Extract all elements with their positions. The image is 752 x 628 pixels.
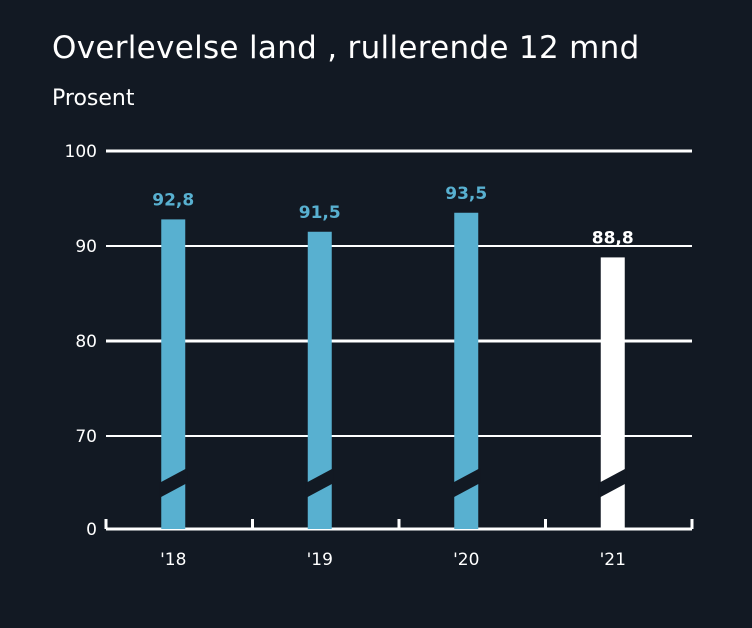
data-label: 93,5 (445, 184, 487, 204)
data-label: 91,5 (299, 203, 341, 223)
axis-break-gap (159, 468, 188, 498)
y-tick-label: 100 (65, 142, 97, 162)
chart-subtitle: Prosent (52, 86, 135, 111)
y-tick-label: 0 (86, 520, 97, 540)
x-tick-label: '21 (600, 550, 626, 570)
y-tick-label: 70 (75, 427, 97, 447)
axis-break-gap (305, 468, 334, 498)
y-tick-label: 90 (75, 237, 97, 257)
y-tick-label: 80 (75, 332, 97, 352)
data-label: 88,8 (592, 228, 634, 248)
x-tick-label: '20 (453, 550, 479, 570)
axis-break-gap (452, 468, 481, 498)
x-tick-label: '19 (307, 550, 333, 570)
chart-title: Overlevelse land , rullerende 12 mnd (52, 30, 640, 66)
axis-break-gap (598, 468, 627, 498)
data-label: 92,8 (152, 190, 194, 210)
x-tick-label: '18 (160, 550, 186, 570)
